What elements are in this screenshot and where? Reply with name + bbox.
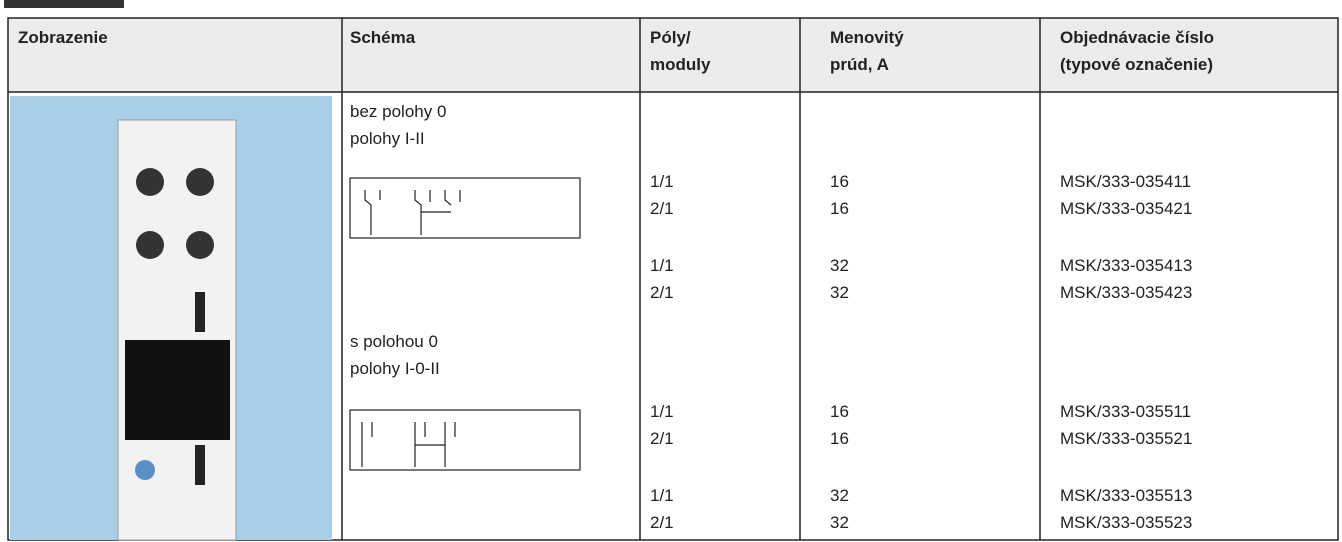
header-cell: moduly	[650, 55, 711, 74]
cell: 2/1	[650, 199, 674, 218]
header-cell: (typové označenie)	[1060, 55, 1214, 74]
cell: 2/1	[650, 513, 674, 532]
header-cell: Schéma	[350, 28, 416, 47]
cell: MSK/333-035511	[1060, 402, 1192, 421]
cell: 2/1	[650, 429, 674, 448]
cell: MSK/333-035413	[1060, 256, 1193, 275]
cell: MSK/333-035411	[1060, 172, 1192, 191]
header-cell: prúd, A	[830, 55, 889, 74]
header-cell: Menovitý	[830, 28, 904, 47]
cell: MSK/333-035423	[1060, 283, 1193, 302]
cell: 16	[830, 429, 849, 448]
cell: MSK/333-035421	[1060, 199, 1193, 218]
cell: 32	[830, 283, 849, 302]
header-cell: Objednávacie číslo	[1060, 28, 1215, 47]
cut-heading	[4, 0, 124, 8]
cell: MSK/333-035523	[1060, 513, 1193, 532]
section-title: polohy I-II	[350, 129, 425, 148]
cell: 1/1	[650, 402, 674, 421]
cell: 32	[830, 256, 849, 275]
cell: 1/1	[650, 172, 674, 191]
section-title: s polohou 0	[350, 332, 438, 351]
cell: MSK/333-035521	[1060, 429, 1193, 448]
cell: 1/1	[650, 486, 674, 505]
section-title: polohy I-0-II	[350, 359, 440, 378]
table-grid	[7, 17, 1339, 541]
cell: 2/1	[650, 283, 674, 302]
product-photo	[10, 96, 332, 541]
header-bg	[8, 18, 1338, 92]
cell: 32	[830, 513, 849, 532]
cell: MSK/333-035513	[1060, 486, 1193, 505]
header-cell: Póly/	[650, 28, 691, 47]
header-cell: Zobrazenie	[18, 28, 108, 47]
schematic	[349, 177, 581, 471]
cell: 32	[830, 486, 849, 505]
cell: 16	[830, 199, 849, 218]
cell: 1/1	[650, 256, 674, 275]
section-title: bez polohy 0	[350, 102, 447, 121]
cell: 16	[830, 402, 849, 421]
cell: 16	[830, 172, 849, 191]
